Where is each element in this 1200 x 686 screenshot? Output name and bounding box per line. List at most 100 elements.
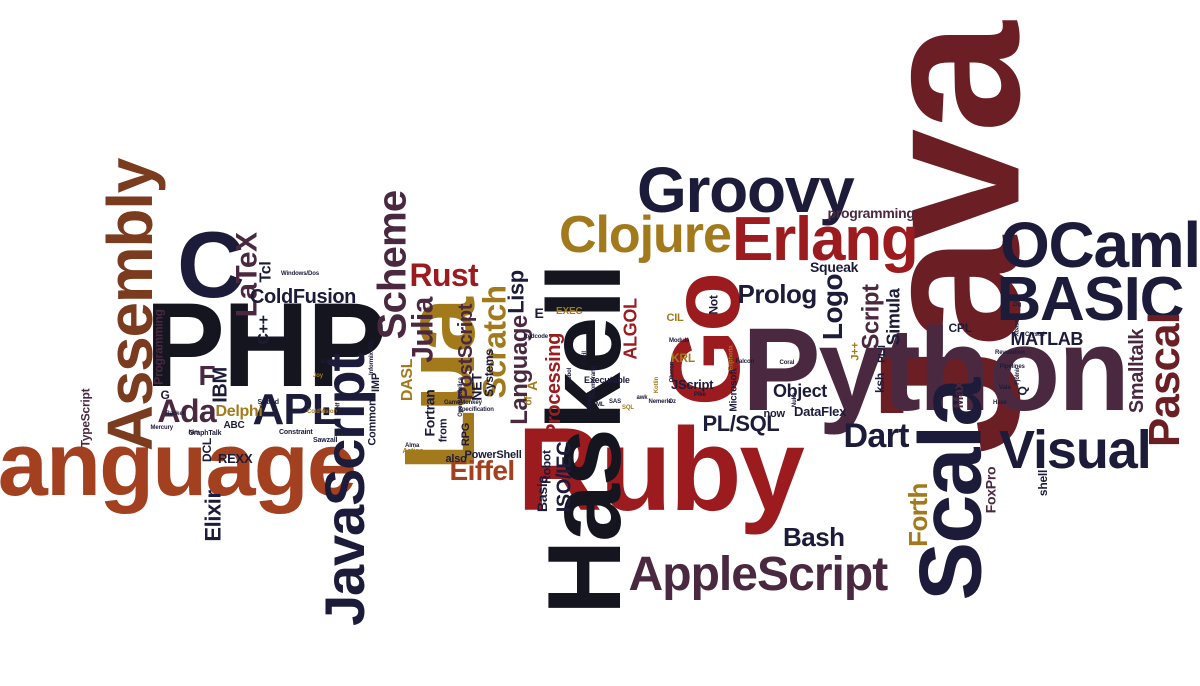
word-nuke: Nuke [792,392,799,408]
word-script: Script [857,284,885,350]
word-common: Common [366,398,379,446]
word-tiny-l: Io [349,376,355,382]
word-tiny-p: Mercury [150,425,174,431]
word-lisp: Lisp [503,270,529,314]
word-revolution: Revolution [995,350,1025,356]
word-tiny-m: Self [334,402,341,414]
word-executable: Executable [584,374,630,385]
word-ruby: Ruby [517,404,805,536]
word-julia: Julia [406,297,440,363]
word-cpp: C++ [255,315,273,345]
word-php: PHP [145,278,387,412]
word-tcl: Tcl [256,261,274,283]
word-pl-sql: PL/SQL [702,411,780,436]
word-coldvision: ColdVision [307,409,338,415]
word-bash: Bash [783,522,845,552]
word-abc: ABC [223,420,245,431]
word-tiny-v: Haxe [993,400,1007,406]
word-sawzall: Sawzall [313,436,338,444]
word-logo: Logo [817,273,849,341]
word-cobol: Cobol [567,367,574,385]
word-typescript: TypeScript [77,388,92,448]
word-tiny-s: Vala [999,385,1011,391]
word-dcl: DCL [199,438,214,462]
word-ocaml: OCaml [1000,209,1200,281]
word-strand: Strand [257,398,279,406]
word-specification: Specification [458,407,494,413]
word-pascal: Pascal [1140,312,1190,448]
word-prolog: Prolog [737,279,818,309]
word-foxpro: FoxPro [981,466,998,514]
word-tiny-y: SQL [622,405,634,411]
word-basic: BASIC [996,265,1185,334]
word-matlab: MATLAB [1010,329,1084,349]
word-erlang: Erlang [732,205,919,274]
word-alma: Alma [405,443,420,449]
word-not: Not [706,295,721,315]
word-coral: Coral [779,360,795,366]
word-a: A [523,381,540,391]
word-coldfusion: ColdFusion [250,286,356,308]
word-e: E [534,305,544,321]
word-pipelines: Pipelines [999,364,1025,370]
word-q: Q [1015,386,1030,396]
word-informix: Informix-4GL [368,339,375,375]
word-tiny-j: Euphoria [728,345,735,371]
word-object: Object [773,381,827,401]
word-rust: Rust [409,257,479,293]
word-tiny-k: Falcon [735,359,755,365]
word-tiny-w: ML [596,402,605,408]
word-cil: CIL [666,311,684,324]
word-microsoft: Microsoft [728,368,740,412]
word-dart: Dart [843,417,910,455]
word-c: C [177,212,245,317]
word-tiny-r: Racket [165,411,185,417]
word-from: from [437,418,450,442]
word-dasl: DASL [399,358,417,402]
word-squeak: Squeak [810,259,859,275]
word-tiny-c: Kotlin [654,376,661,394]
word-action: Action [402,447,424,455]
word-processing: Processing [542,333,565,437]
word-tiny-u: Crystal [1025,332,1045,338]
word-systems: Systems [481,349,496,397]
word-apl: APL [252,385,339,434]
word-ksh: ksh [872,373,887,393]
word-tiny-n: Icon [321,359,333,365]
word-algol: ALGOL [620,298,641,360]
word-programming2: Programming [151,309,166,385]
word-ada: Ada [157,393,217,429]
word-fortran: Fortran [421,389,438,437]
word-dataflex: DataFlex [794,403,847,419]
word-cpl: CPL [948,321,973,335]
word-kql: KRL [671,351,695,365]
word-jpp: J++ [849,341,862,361]
word-tiny-a: Cecil [581,351,588,365]
word-max: Max [950,381,967,409]
word-redcode: Redcode [523,334,549,340]
word-openmodel: OpenModelica [457,377,464,417]
word-elixir: Elixir [200,490,226,542]
word-f: F [198,360,216,391]
word-basic2: Basic [533,476,550,512]
word-also: also [445,452,467,465]
word-language2: Language [505,315,533,425]
word-fjolnir: Fjölnir [1014,367,1021,385]
word-language: language [0,415,357,515]
word-shell: shell [1036,469,1051,497]
word-imp: IMP [369,372,382,392]
word-tiny-f: Oberon [668,361,675,383]
word-assembly: Assembly [94,158,167,452]
word-tiny-o: Joy [313,373,323,379]
word-tiny-x: SAS [609,399,621,405]
word-eiffel: Eiffel [449,455,516,486]
word-now: now [763,407,786,420]
word-constraint: Constraint [279,428,313,436]
word-tiny-i: Pike [694,392,706,398]
word-jscript: JScript [671,376,714,392]
word-simula: Simula [882,288,903,346]
word-rexx: REXX [218,450,253,466]
word-tiny-z: awk [636,395,648,401]
word-exec: EXEC [556,306,583,317]
